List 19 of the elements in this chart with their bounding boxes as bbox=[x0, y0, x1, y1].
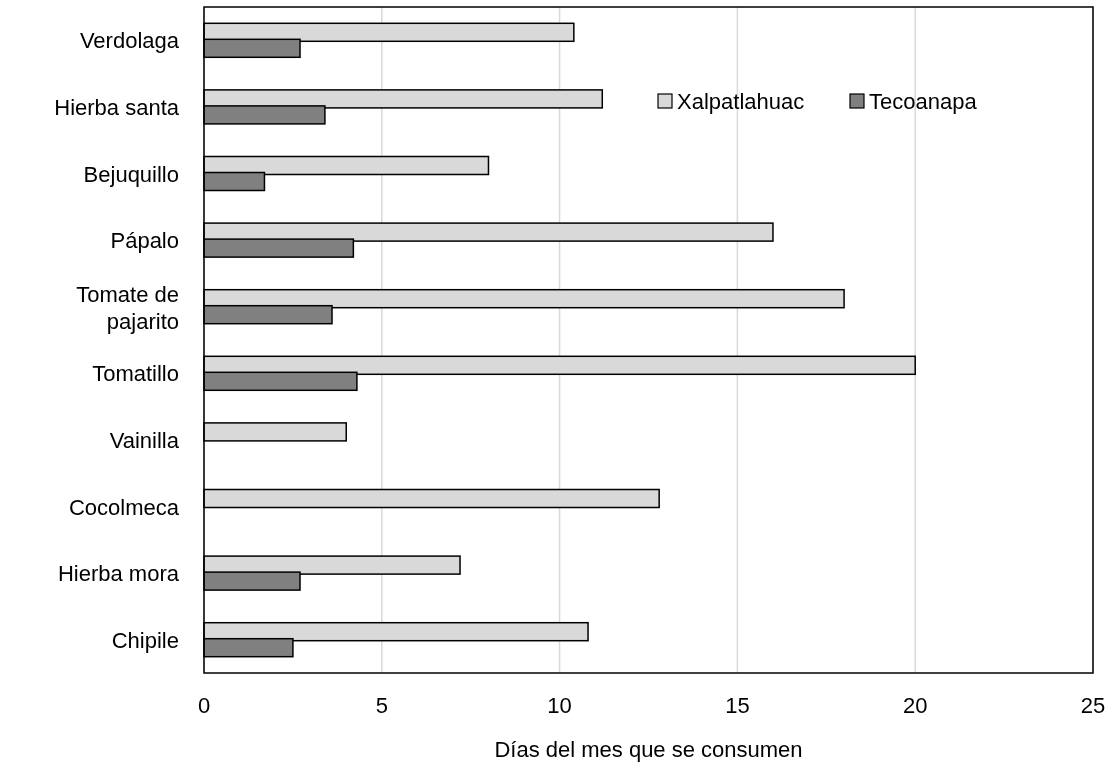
x-tick-label: 0 bbox=[197, 693, 211, 718]
x-axis-title: Días del mes que se consumen bbox=[494, 737, 803, 762]
legend-label: Tecoanapa bbox=[869, 89, 978, 114]
y-tick-label: Tomate de pajarito bbox=[76, 281, 179, 334]
legend-label: Xalpatlahuac bbox=[677, 89, 805, 114]
y-tick-label: Hierba mora bbox=[57, 561, 180, 587]
y-tick-label: Pápalo bbox=[110, 228, 179, 254]
y-tick-label: Hierba santa bbox=[54, 94, 180, 120]
y-tick-label: Verdolaga bbox=[79, 28, 180, 54]
y-tick-label: Cocolmeca bbox=[68, 494, 180, 520]
x-tick-label: 25 bbox=[1080, 693, 1106, 718]
x-tick-label: 5 bbox=[375, 693, 388, 718]
y-tick-label: Vainilla bbox=[109, 427, 180, 453]
x-tick-label: 15 bbox=[725, 693, 750, 718]
x-tick-label: 20 bbox=[902, 693, 928, 718]
y-tick-label: Tomatillo bbox=[92, 361, 179, 387]
y-tick-label: Chipile bbox=[111, 627, 179, 653]
y-tick-label: Bejuquillo bbox=[83, 161, 179, 187]
x-tick-label: 10 bbox=[547, 693, 572, 718]
